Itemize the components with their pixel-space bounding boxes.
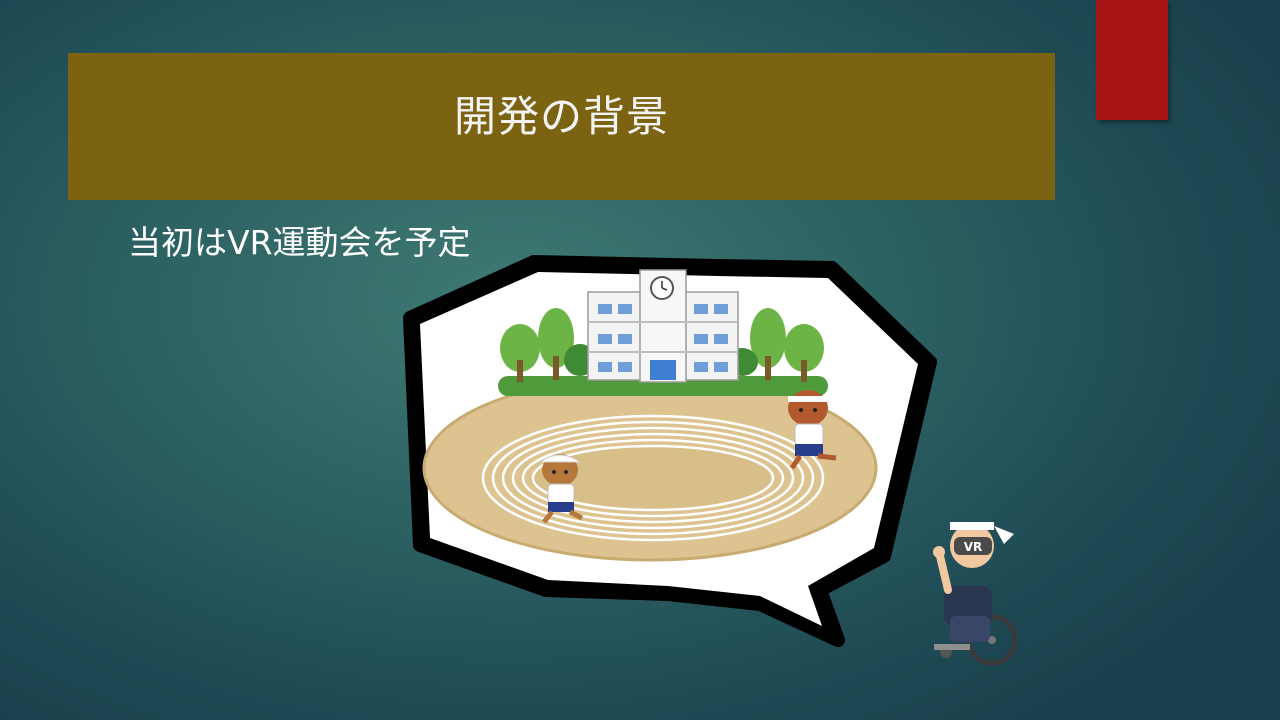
vr-wheelchair-person-icon: VR bbox=[933, 522, 1018, 666]
vr-headset-label: VR bbox=[964, 540, 983, 554]
runner-dog-icon bbox=[538, 454, 584, 524]
slide-title: 開発の背景 bbox=[453, 92, 669, 141]
runner-bear-icon bbox=[788, 390, 837, 470]
red-accent-tab bbox=[1096, 0, 1168, 120]
slide-subtitle: 当初はVR運動会を予定 bbox=[128, 223, 471, 262]
title-bar: 開発の背景 bbox=[68, 53, 1055, 200]
running-track-icon bbox=[422, 374, 878, 562]
school-building-icon bbox=[587, 269, 739, 383]
